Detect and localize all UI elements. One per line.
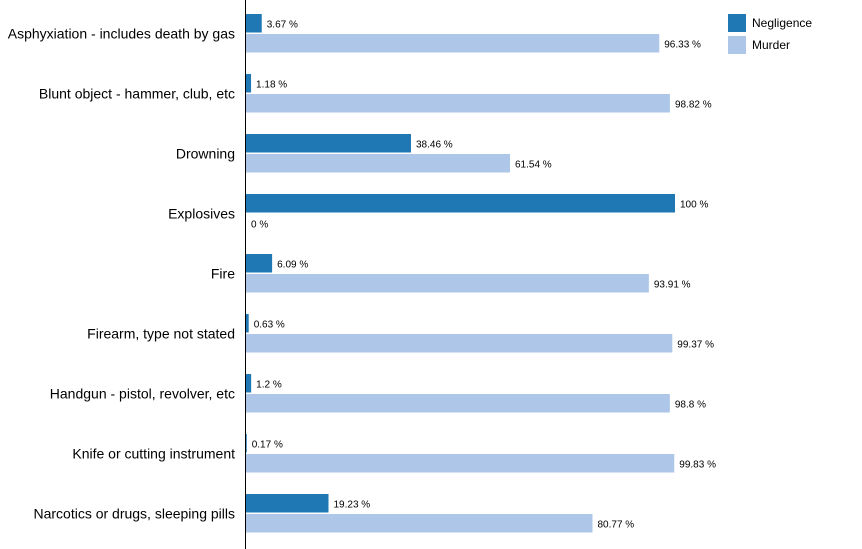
- bar-murder-narcotics-or-drugs-sleeping-pills: [246, 514, 593, 533]
- value-label-negligence-asphyxiation-includes-death-by-gas: 3.67 %: [267, 19, 298, 30]
- bars-layer: [246, 14, 675, 533]
- bar-murder-handgun-pistol-revolver-etc: [246, 394, 670, 413]
- value-label-murder-firearm-type-not-stated: 99.37 %: [677, 339, 714, 350]
- bar-murder-knife-or-cutting-instrument: [246, 454, 675, 473]
- bar-negligence-handgun-pistol-revolver-etc: [246, 374, 252, 393]
- category-label-explosives: Explosives: [168, 205, 235, 221]
- value-label-negligence-blunt-object-hammer-club-etc: 1.18 %: [256, 79, 287, 90]
- legend-label-murder: Murder: [752, 38, 790, 52]
- bar-murder-blunt-object-hammer-club-etc: [246, 94, 670, 113]
- value-label-murder-drowning: 61.54 %: [515, 159, 552, 170]
- value-label-murder-knife-or-cutting-instrument: 99.83 %: [679, 459, 716, 470]
- bar-negligence-knife-or-cutting-instrument: [246, 434, 247, 453]
- category-label-drowning: Drowning: [176, 145, 235, 161]
- legend: Negligence Murder: [728, 14, 812, 54]
- category-label-fire: Fire: [211, 265, 235, 281]
- bar-negligence-explosives: [246, 194, 675, 213]
- value-label-negligence-handgun-pistol-revolver-etc: 1.2 %: [256, 379, 282, 390]
- bar-murder-drowning: [246, 154, 511, 173]
- value-label-murder-asphyxiation-includes-death-by-gas: 96.33 %: [664, 39, 701, 50]
- legend-swatch-negligence: [728, 14, 746, 32]
- category-labels: Asphyxiation - includes death by gas Blun…: [8, 25, 235, 521]
- bar-negligence-asphyxiation-includes-death-by-gas: [246, 14, 262, 33]
- value-label-murder-fire: 93.91 %: [654, 279, 691, 290]
- bar-negligence-fire: [246, 254, 273, 273]
- category-label-blunt-object-hammer-club-etc: Blunt object - hammer, club, etc: [39, 85, 235, 101]
- bar-murder-asphyxiation-includes-death-by-gas: [246, 34, 660, 53]
- value-label-murder-explosives: 0 %: [251, 219, 268, 230]
- value-label-murder-narcotics-or-drugs-sleeping-pills: 80.77 %: [598, 519, 635, 530]
- legend-swatch-murder: [728, 36, 746, 54]
- category-label-knife-or-cutting-instrument: Knife or cutting instrument: [72, 445, 235, 461]
- bar-negligence-firearm-type-not-stated: [246, 314, 249, 333]
- bar-negligence-drowning: [246, 134, 411, 153]
- value-label-negligence-knife-or-cutting-instrument: 0.17 %: [252, 439, 283, 450]
- value-label-murder-blunt-object-hammer-club-etc: 98.82 %: [675, 99, 712, 110]
- category-label-asphyxiation-includes-death-by-gas: Asphyxiation - includes death by gas: [8, 25, 235, 41]
- legend-label-negligence: Negligence: [752, 16, 812, 30]
- category-label-firearm-type-not-stated: Firearm, type not stated: [87, 325, 235, 341]
- value-labels: 3.67 % 96.33 % 1.18 % 98.82 % 38.46 % 61.54 %…: [251, 19, 716, 530]
- value-label-negligence-fire: 6.09 %: [277, 259, 308, 270]
- category-label-narcotics-or-drugs-sleeping-pills: Narcotics or drugs, sleeping pills: [33, 505, 235, 521]
- value-label-negligence-drowning: 38.46 %: [416, 139, 453, 150]
- bar-negligence-narcotics-or-drugs-sleeping-pills: [246, 494, 329, 513]
- value-label-murder-handgun-pistol-revolver-etc: 98.8 %: [675, 399, 706, 410]
- bar-negligence-blunt-object-hammer-club-etc: [246, 74, 252, 93]
- value-label-negligence-explosives: 100 %: [680, 199, 708, 210]
- bar-murder-fire: [246, 274, 649, 293]
- category-label-handgun-pistol-revolver-etc: Handgun - pistol, revolver, etc: [50, 385, 235, 401]
- value-label-negligence-firearm-type-not-stated: 0.63 %: [254, 319, 285, 330]
- value-label-negligence-narcotics-or-drugs-sleeping-pills: 19.23 %: [333, 499, 370, 510]
- bar-murder-firearm-type-not-stated: [246, 334, 673, 353]
